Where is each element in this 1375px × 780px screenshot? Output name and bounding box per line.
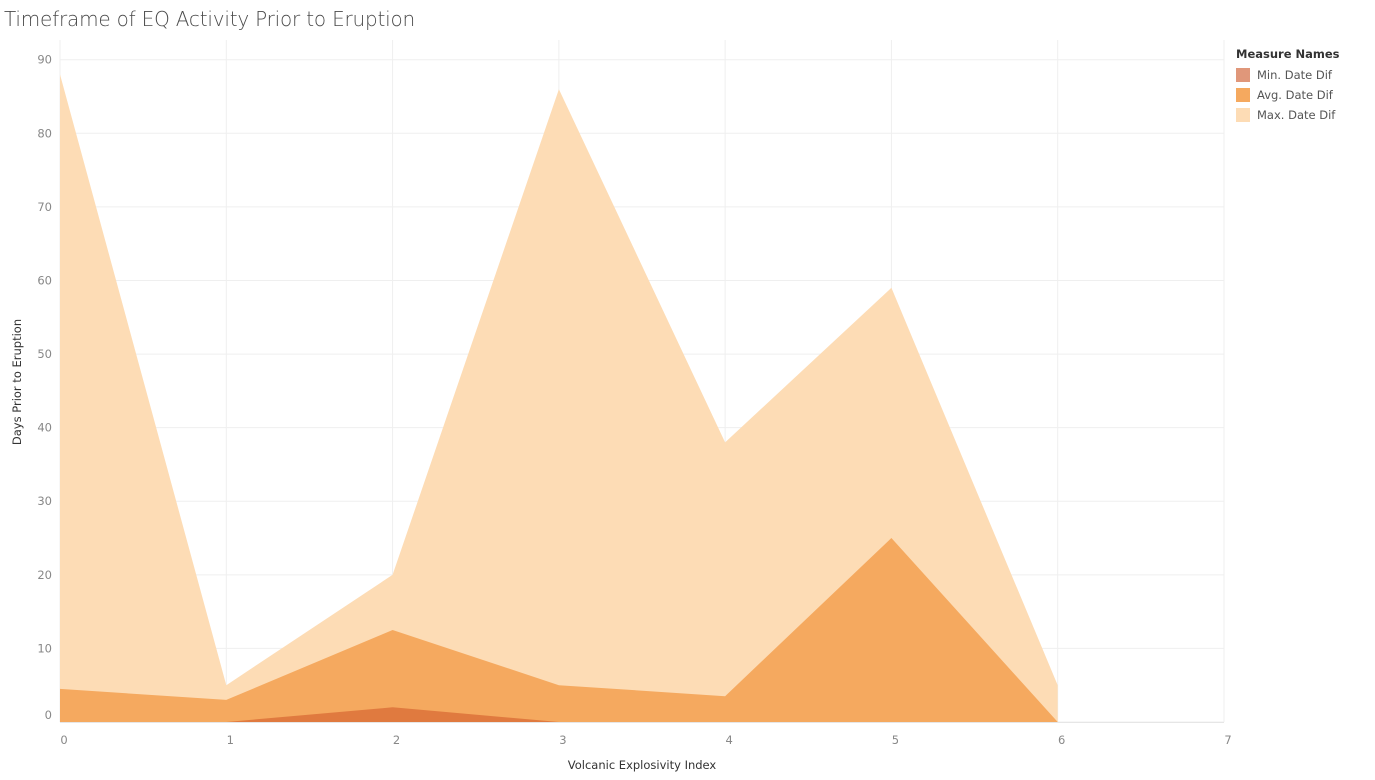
legend-item[interactable]: Min. Date Dif: [1236, 65, 1340, 85]
legend-label: Avg. Date Dif: [1257, 88, 1333, 102]
legend-title: Measure Names: [1236, 47, 1340, 61]
y-tick-label: 0: [45, 708, 52, 722]
y-axis-label: Days Prior to Eruption: [10, 319, 24, 445]
x-tick-label: 5: [892, 733, 899, 747]
x-tick-label: 1: [227, 733, 234, 747]
y-tick-label: 60: [37, 273, 52, 287]
y-tick-label: 70: [37, 200, 52, 214]
x-tick-label: 3: [559, 733, 566, 747]
legend-swatch: [1236, 108, 1250, 122]
chart-title: Timeframe of EQ Activity Prior to Erupti…: [4, 7, 416, 31]
legend-label: Max. Date Dif: [1257, 108, 1336, 122]
legend-swatch: [1236, 68, 1250, 82]
legend-items: Min. Date Dif Avg. Date Dif Max. Date Dif: [1236, 65, 1340, 125]
x-axis-label: Volcanic Explosivity Index: [568, 758, 717, 772]
y-tick-label: 90: [37, 53, 52, 67]
y-tick-label: 50: [37, 347, 52, 361]
legend-item[interactable]: Avg. Date Dif: [1236, 85, 1340, 105]
area-series: [60, 74, 1058, 722]
x-tick-label: 4: [725, 733, 732, 747]
y-axis-ticks: 0 10 20 30 40 50 60 70 80 90: [37, 53, 52, 722]
legend-swatch: [1236, 88, 1250, 102]
y-tick-label: 80: [37, 126, 52, 140]
y-tick-label: 30: [37, 494, 52, 508]
x-axis-ticks: 0 1 2 3 4 5 6 7: [60, 733, 1231, 747]
legend-item[interactable]: Max. Date Dif: [1236, 105, 1340, 125]
y-tick-label: 20: [37, 568, 52, 582]
x-tick-label: 2: [393, 733, 400, 747]
legend-label: Min. Date Dif: [1257, 68, 1332, 82]
x-tick-label: 6: [1058, 733, 1065, 747]
area-min-date-dif[interactable]: [60, 707, 1058, 722]
legend: Measure Names Min. Date Dif Avg. Date Dif…: [1236, 47, 1340, 125]
y-tick-label: 10: [37, 641, 52, 655]
area-max-date-dif[interactable]: [60, 74, 1058, 722]
y-tick-label: 40: [37, 421, 52, 435]
area-avg-date-dif[interactable]: [60, 538, 1058, 722]
x-tick-label: 0: [60, 733, 67, 747]
x-tick-label: 7: [1224, 733, 1231, 747]
